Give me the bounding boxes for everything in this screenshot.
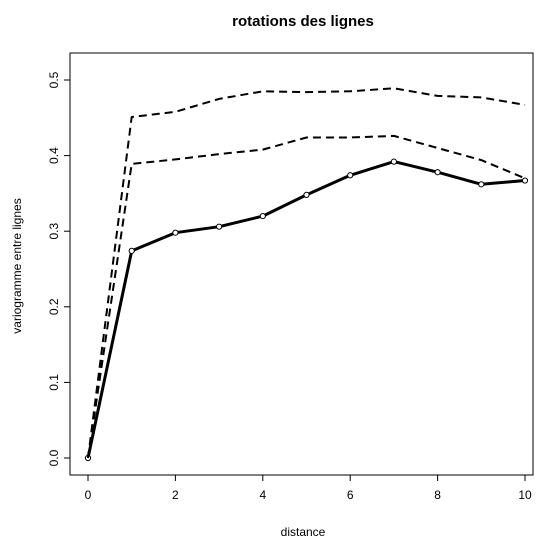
data-point xyxy=(347,172,354,179)
x-axis-label: distance xyxy=(281,525,326,539)
y-tick-label: 0.4 xyxy=(47,147,61,164)
data-point xyxy=(216,223,223,230)
data-point xyxy=(478,181,485,188)
series-line-solid-0 xyxy=(86,160,526,459)
x-tick-label: 8 xyxy=(434,488,441,502)
data-point xyxy=(390,158,397,165)
x-axis: 0 2 4 6 8 10 xyxy=(85,475,532,502)
x-tick-label: 4 xyxy=(259,488,266,502)
x-tick-label: 6 xyxy=(347,488,354,502)
chart-title: rotations des lignes xyxy=(232,13,374,30)
y-axis: 0.0 0.1 0.2 0.3 0.4 0.5 xyxy=(47,71,70,466)
series-line-dashed-2 xyxy=(87,134,526,459)
data-point xyxy=(259,212,266,220)
data-point xyxy=(128,247,135,254)
data-point xyxy=(521,177,529,184)
y-tick-label: 0.1 xyxy=(47,374,61,391)
series-line-dashed-1 xyxy=(87,87,526,459)
y-tick-label: 0.2 xyxy=(47,298,61,315)
series-layer xyxy=(84,87,529,462)
data-point xyxy=(172,229,179,236)
x-tick-label: 0 xyxy=(85,488,92,502)
y-tick-label: 0.0 xyxy=(47,449,61,466)
data-point xyxy=(303,191,310,199)
x-tick-label: 10 xyxy=(518,488,532,502)
data-point xyxy=(434,169,441,176)
y-tick-label: 0.5 xyxy=(47,71,61,88)
plot-frame xyxy=(69,52,534,476)
x-tick-label: 2 xyxy=(172,488,179,502)
y-tick-label: 0.3 xyxy=(47,223,61,240)
y-axis-label: variogramme entre lignes xyxy=(10,198,24,333)
